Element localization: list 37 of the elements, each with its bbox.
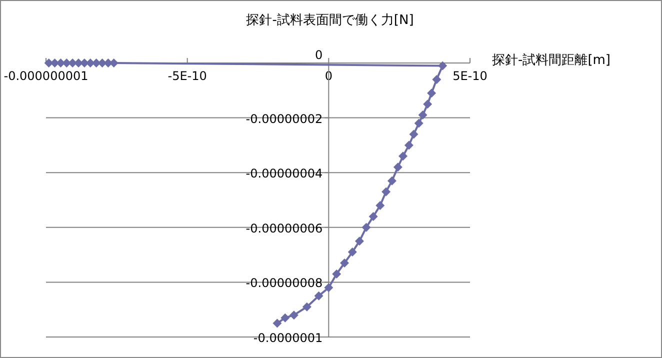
point [348, 248, 357, 257]
chart-title: 探針-試料表面間で働く力[N] [246, 13, 414, 28]
point [418, 110, 428, 120]
point [423, 100, 432, 109]
point [398, 152, 408, 161]
point [387, 176, 396, 186]
x-tick-label: 5E-10 [452, 69, 488, 83]
point [404, 140, 414, 150]
point [382, 187, 391, 196]
point [340, 258, 349, 268]
point [289, 310, 298, 320]
point [272, 318, 282, 328]
point [393, 162, 402, 172]
y-tick-label: -0.00000006 [246, 221, 323, 236]
point [324, 283, 334, 292]
point [432, 74, 442, 84]
point [280, 313, 290, 322]
x-tick-label: -0.000000001 [4, 69, 88, 83]
y-tick-label: -0.00000004 [246, 166, 323, 181]
y-tick-label: -0.00000002 [246, 112, 323, 126]
x-tick-label: 0 [324, 69, 332, 83]
x-axis-title: 探針-試料間距離[m] [492, 53, 610, 68]
point [302, 302, 312, 312]
y-tick-label: -0.00000008 [246, 276, 323, 290]
point [427, 88, 436, 98]
point [414, 118, 424, 128]
point [368, 212, 378, 221]
y-tick-label: -0.0000001 [253, 331, 323, 345]
point [376, 200, 385, 210]
point [409, 130, 418, 139]
x-tick-label: -5E-10 [168, 69, 207, 83]
point [362, 222, 371, 232]
point [332, 269, 342, 278]
point [354, 236, 364, 246]
y-tick-label: 0 [315, 48, 323, 62]
point [438, 61, 448, 70]
point [314, 291, 324, 300]
